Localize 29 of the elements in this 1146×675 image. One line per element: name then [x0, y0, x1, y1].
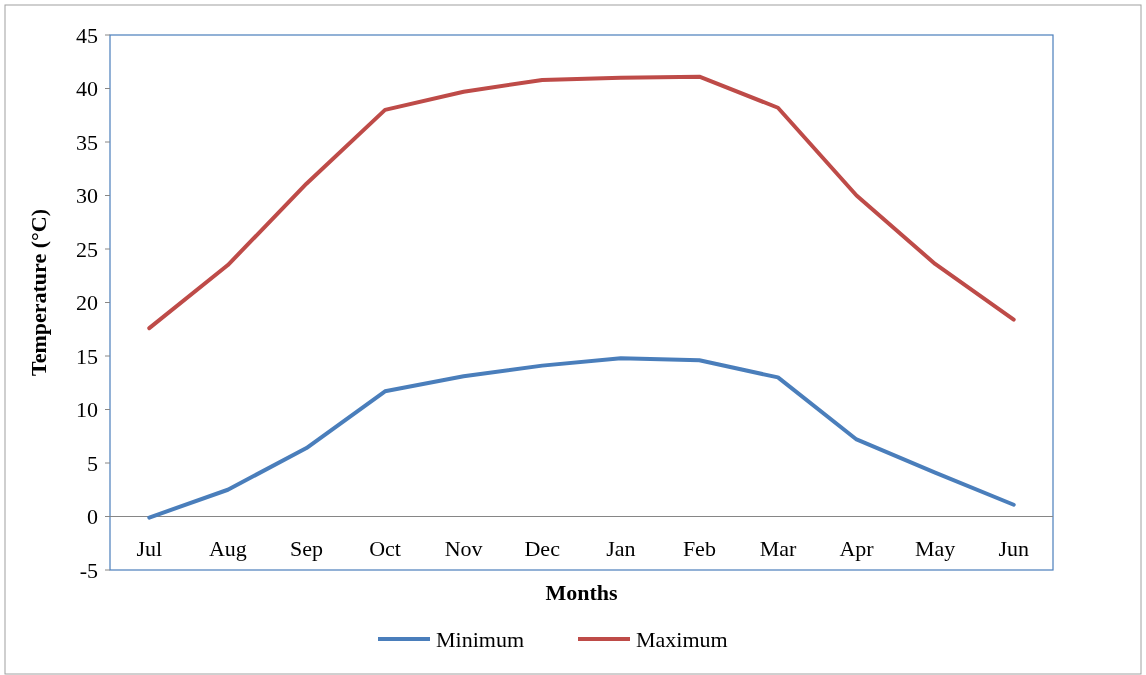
legend-label: Minimum	[436, 626, 525, 652]
y-tick-label: -5	[79, 557, 98, 583]
line-series	[147, 356, 1016, 520]
x-axis-title: Months	[545, 580, 618, 605]
y-tick-label: 25	[76, 236, 98, 262]
y-tick-label: 40	[76, 76, 98, 102]
x-tick-label: Dec	[524, 535, 561, 561]
x-tick-label: Jul	[136, 535, 163, 561]
x-tick-label: Jan	[606, 535, 636, 561]
x-tick-label: Jun	[998, 535, 1029, 561]
x-tick-label: Nov	[444, 535, 483, 561]
x-tick-label: Feb	[682, 535, 716, 561]
y-tick-label: 0	[87, 504, 98, 530]
x-tick-label: Mar	[759, 535, 797, 561]
y-tick-label: 5	[87, 450, 98, 476]
y-tick-label: 20	[76, 290, 98, 316]
y-tick-label: 10	[76, 397, 98, 423]
x-tick-label: Oct	[369, 535, 401, 561]
legend-label: Maximum	[636, 626, 728, 652]
y-tick-label: 30	[76, 183, 98, 209]
x-tick-label: May	[914, 535, 956, 561]
y-tick-label: 45	[76, 22, 98, 48]
x-tick-label: Aug	[208, 535, 247, 561]
y-tick-label: 35	[76, 129, 98, 155]
line-series	[147, 74, 1016, 331]
x-tick-label: Sep	[289, 535, 323, 561]
x-tick-label: Apr	[839, 535, 875, 561]
y-tick-label: 15	[76, 343, 98, 369]
y-axis-title: Temperature (°C)	[26, 208, 51, 377]
